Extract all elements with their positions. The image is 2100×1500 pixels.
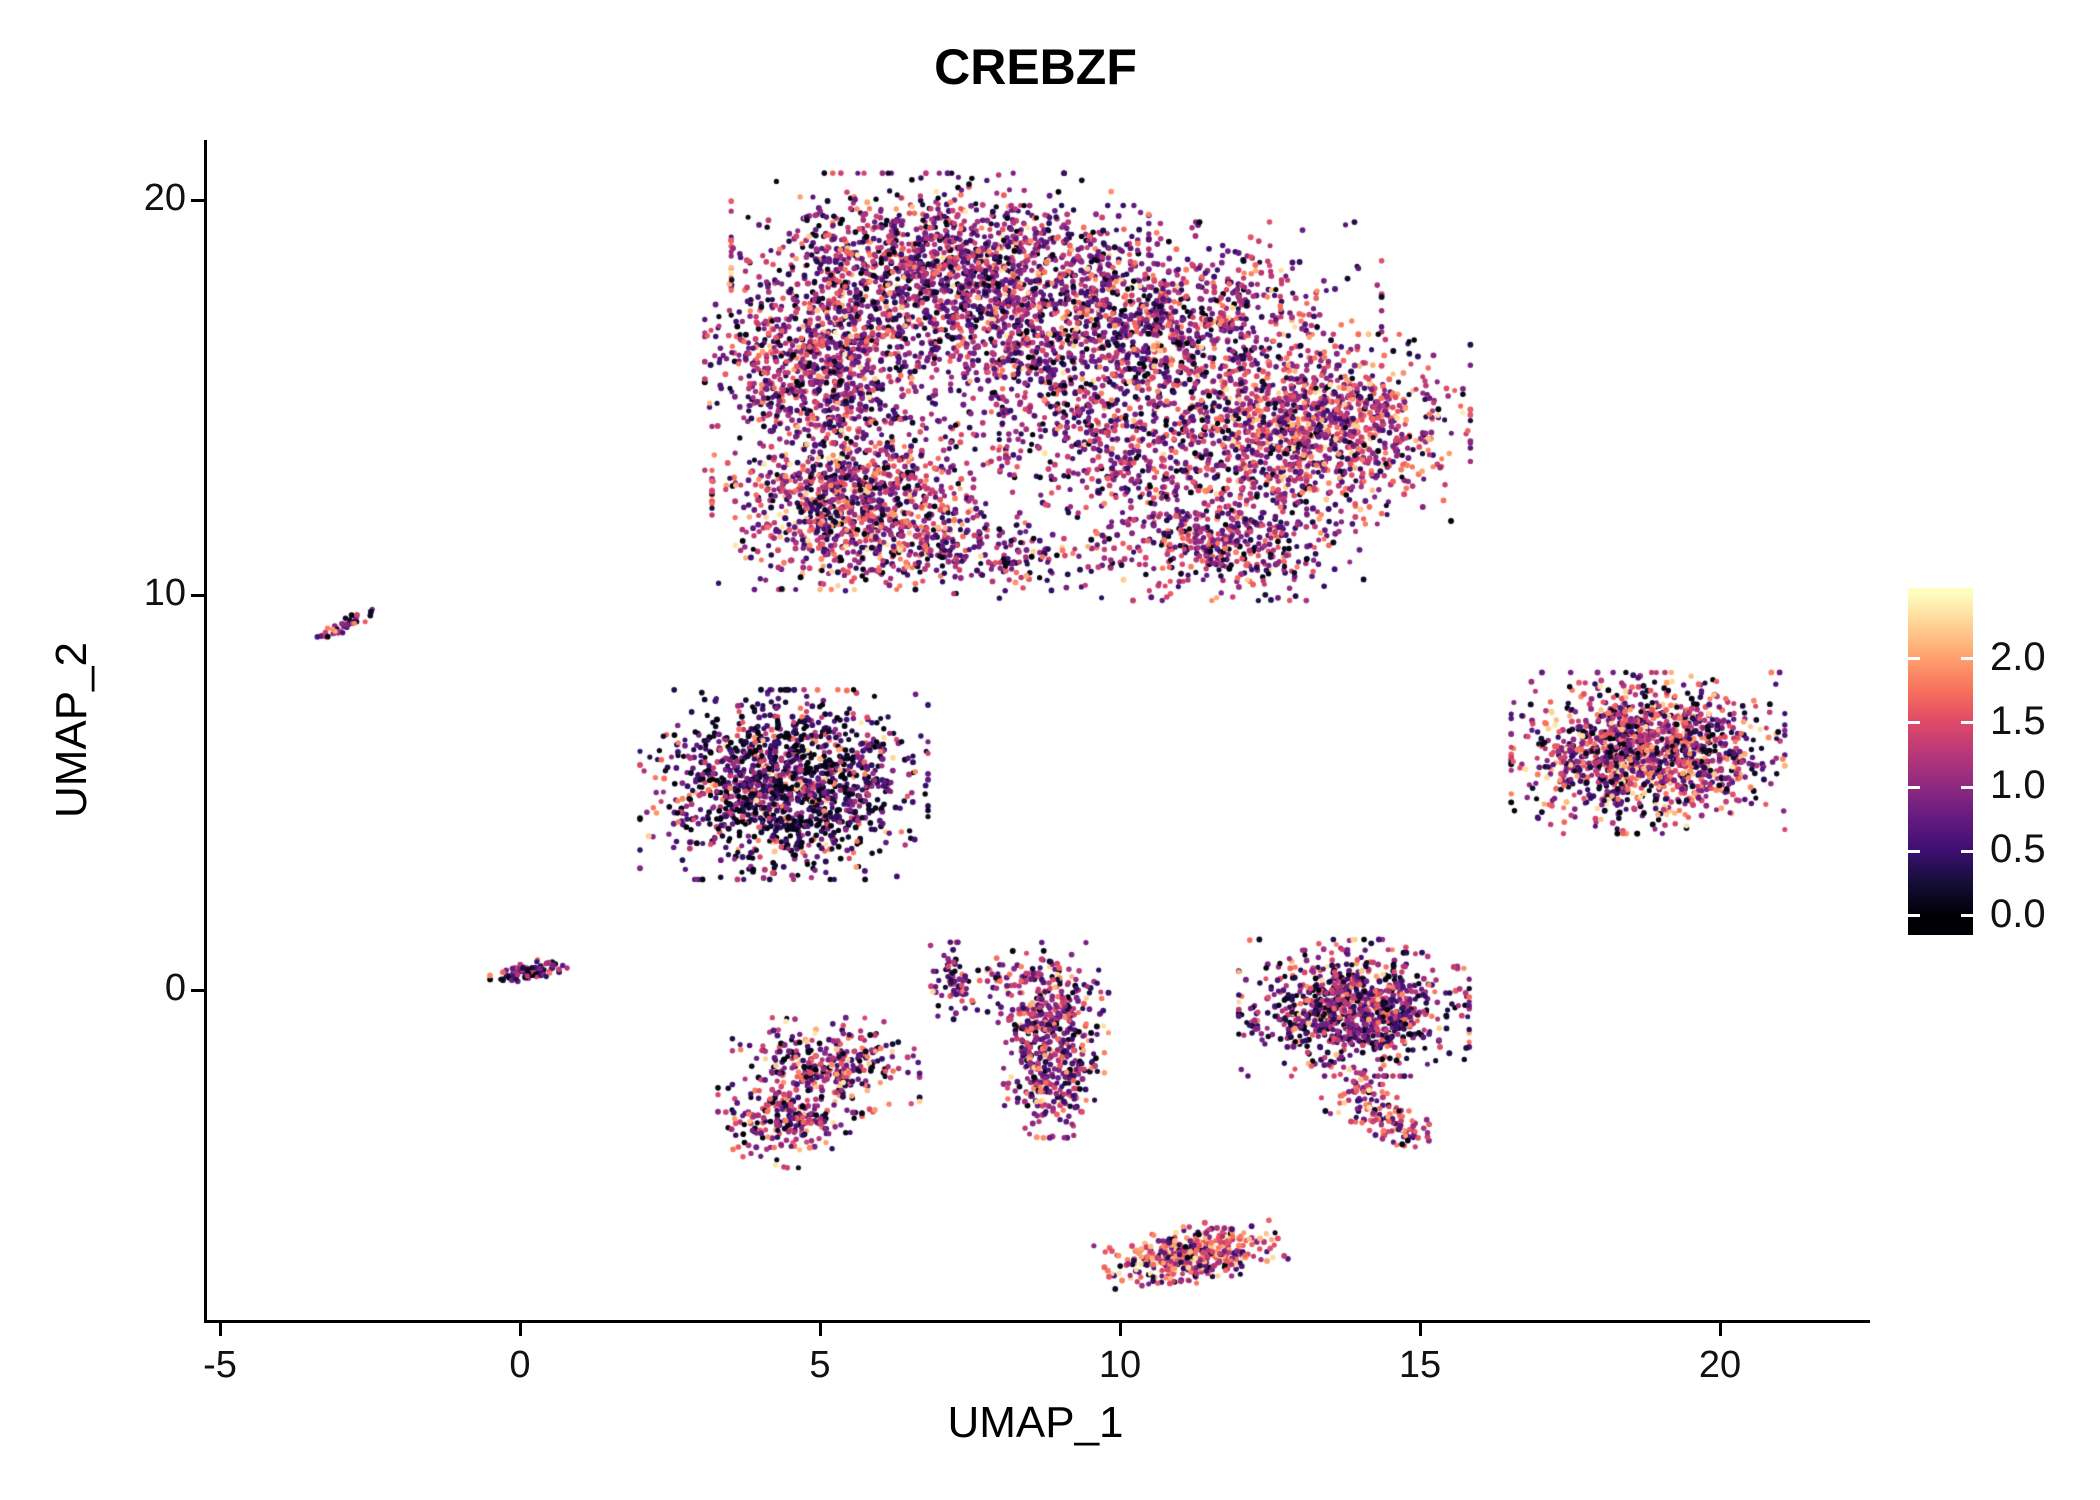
colorbar-gradient bbox=[1908, 588, 1973, 935]
x-axis-title: UMAP_1 bbox=[947, 1398, 1124, 1447]
plot-title: CREBZF bbox=[934, 39, 1137, 95]
colorbar-tick-label: 0.0 bbox=[1990, 891, 2046, 936]
y-tick-mark bbox=[191, 198, 204, 202]
colorbar-tick-mark bbox=[1961, 721, 1973, 725]
y-tick-label: 20 bbox=[143, 177, 186, 219]
colorbar-tick-label: 1.5 bbox=[1990, 698, 2046, 743]
x-tick-label: 20 bbox=[1698, 1344, 1742, 1386]
y-tick-label: 0 bbox=[164, 967, 186, 1009]
y-tick-mark bbox=[191, 988, 204, 992]
x-tick-mark bbox=[218, 1323, 222, 1336]
x-axis-line bbox=[204, 1320, 1870, 1323]
colorbar-tick-label: 1.0 bbox=[1990, 763, 2046, 808]
x-tick-mark bbox=[518, 1323, 522, 1336]
colorbar-tick-mark bbox=[1908, 657, 1920, 661]
x-tick-label: 5 bbox=[809, 1344, 831, 1386]
x-tick-label: 15 bbox=[1398, 1344, 1442, 1386]
x-tick-label: 0 bbox=[509, 1344, 531, 1386]
x-tick-mark bbox=[1118, 1323, 1122, 1336]
colorbar-tick-label: 0.5 bbox=[1990, 827, 2046, 872]
colorbar-tick-mark bbox=[1961, 785, 1973, 789]
y-axis-title: UMAP_2 bbox=[47, 641, 96, 819]
colorbar-tick-mark bbox=[1961, 657, 1973, 661]
colorbar-tick-label: 2.0 bbox=[1990, 634, 2046, 679]
y-tick-label: 10 bbox=[143, 572, 186, 614]
colorbar-tick-mark bbox=[1908, 914, 1920, 918]
colorbar-tick-mark bbox=[1961, 914, 1973, 918]
y-axis-line bbox=[204, 140, 207, 1323]
x-tick-mark bbox=[1718, 1323, 1722, 1336]
x-tick-label: -5 bbox=[203, 1344, 237, 1386]
y-tick-mark bbox=[191, 593, 204, 597]
x-tick-mark bbox=[818, 1323, 822, 1336]
colorbar-tick-mark bbox=[1961, 849, 1973, 853]
colorbar-tick-mark bbox=[1908, 849, 1920, 853]
colorbar-tick-mark bbox=[1908, 785, 1920, 789]
x-tick-mark bbox=[1418, 1323, 1422, 1336]
x-tick-label: 10 bbox=[1098, 1344, 1142, 1386]
colorbar-tick-mark bbox=[1908, 721, 1920, 725]
